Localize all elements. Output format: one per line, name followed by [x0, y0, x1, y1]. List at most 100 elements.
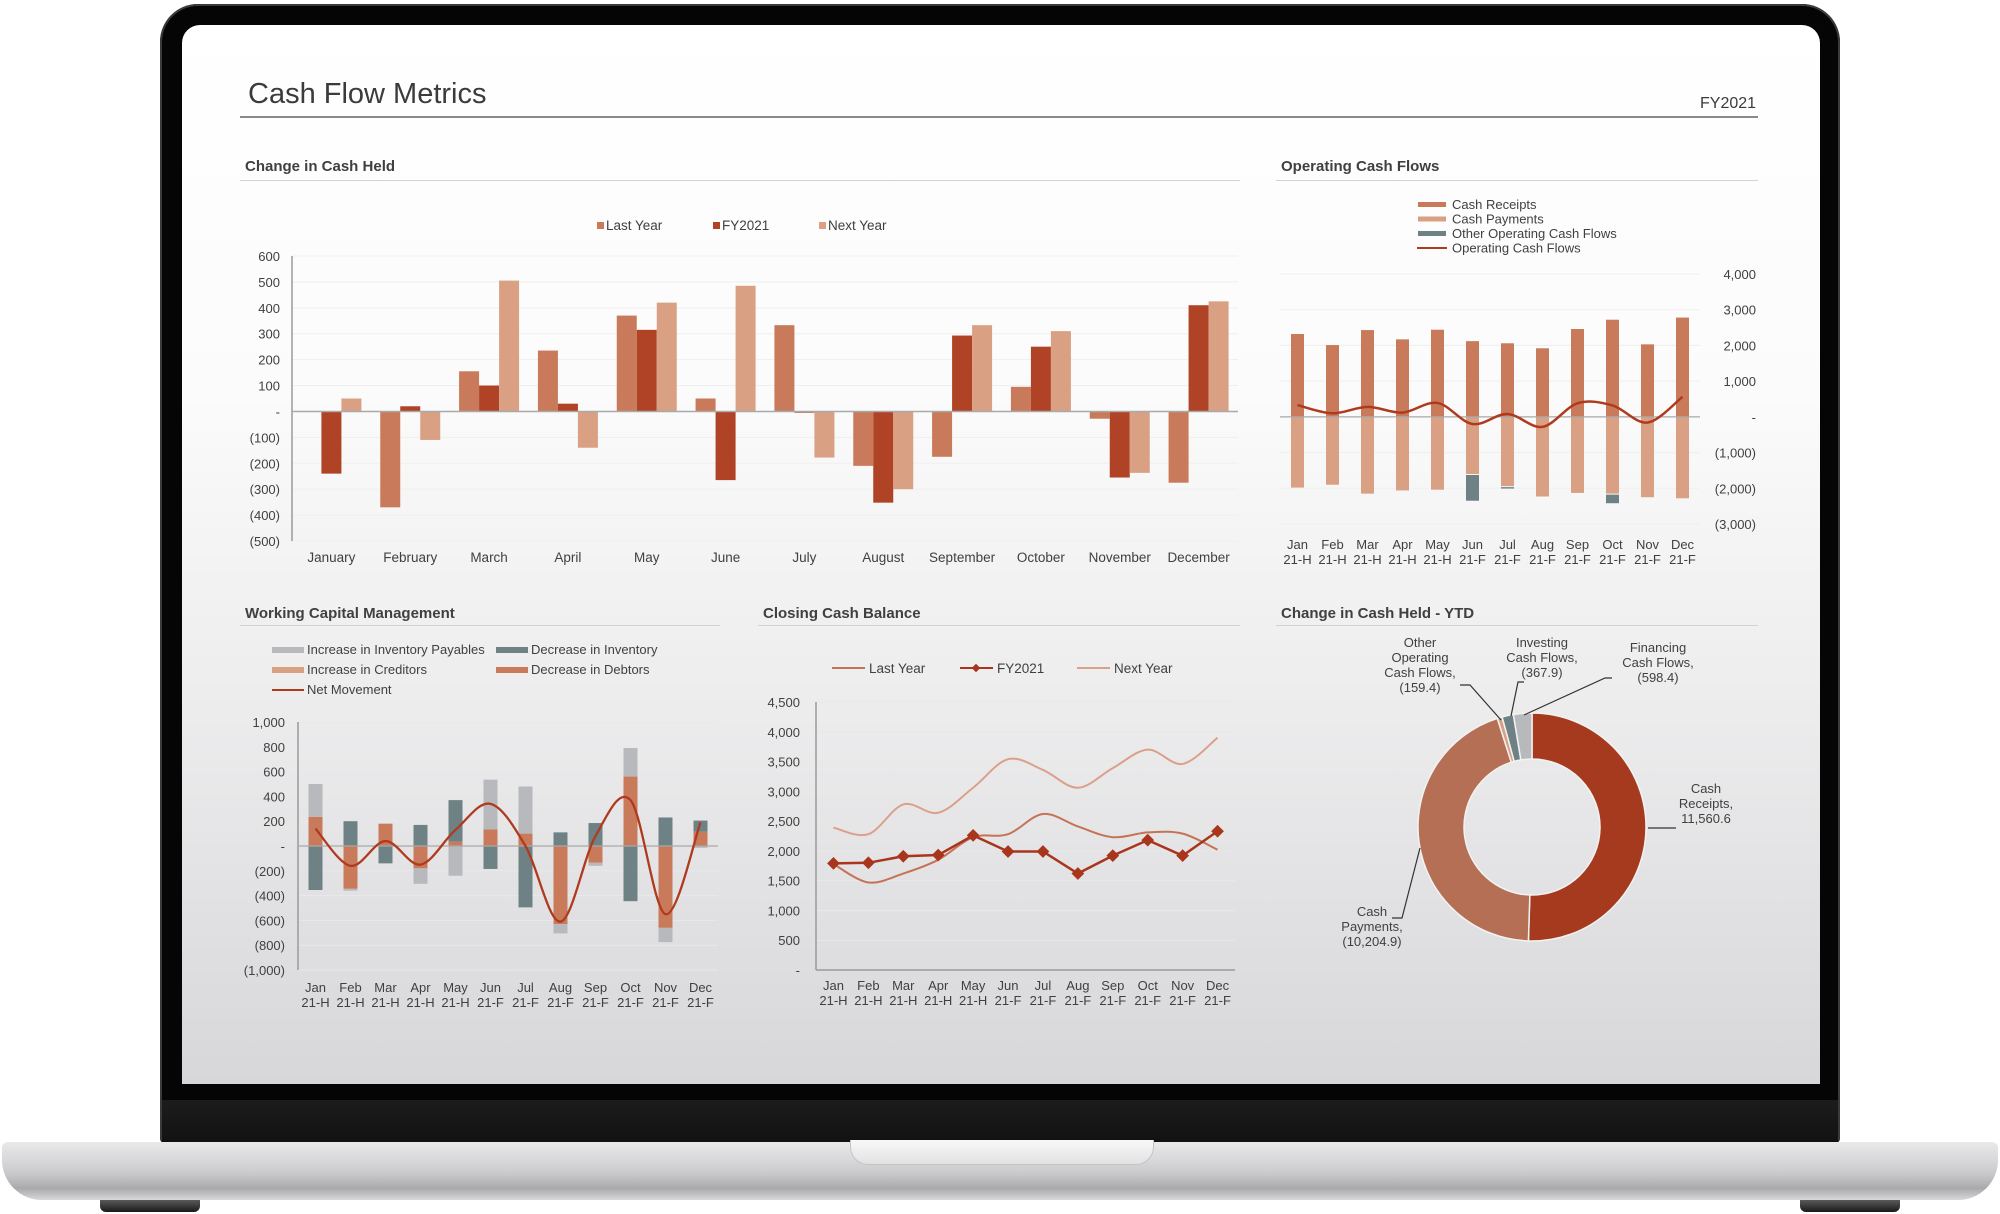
x-axis-label: May	[634, 550, 660, 565]
bar	[873, 411, 894, 503]
bar-cash-receipts	[1641, 344, 1654, 417]
y-axis-label: 3,500	[767, 755, 800, 770]
x-axis-label: Sep	[1101, 978, 1124, 993]
x-axis-label: Feb	[339, 980, 361, 995]
y-axis-label: 4,000	[1723, 267, 1756, 282]
bar	[1188, 305, 1209, 412]
legend-swatch	[713, 222, 720, 229]
bar-cash-receipts	[1606, 319, 1619, 417]
bar-cash-payments	[1571, 416, 1584, 493]
y-axis-label: 800	[263, 740, 285, 755]
bar	[380, 411, 401, 508]
legend-swatch	[272, 647, 304, 653]
y-axis-label: -	[1752, 410, 1756, 425]
x-axis-label: August	[862, 550, 904, 565]
x-axis-label: 21-H	[889, 993, 917, 1008]
data-label: (10,204.9)	[1342, 934, 1401, 949]
bar-decrease-in-debtors	[448, 841, 463, 846]
x-axis-label: 21-H	[441, 995, 469, 1010]
x-axis-label: Nov	[654, 980, 678, 995]
x-axis-label: 21-H	[924, 993, 952, 1008]
y-axis-label: (400)	[255, 889, 285, 904]
x-axis-label: November	[1089, 550, 1152, 565]
data-label: Payments,	[1341, 919, 1402, 934]
laptop-chin	[162, 1100, 1838, 1142]
x-axis-label: 21-F	[477, 995, 504, 1010]
x-axis-label: Jan	[1287, 537, 1308, 552]
x-axis-label: 21-H	[854, 993, 882, 1008]
y-axis-label: 3,000	[1723, 303, 1756, 318]
bar	[814, 411, 835, 458]
leader-line	[1460, 684, 1502, 721]
legend-label: Next Year	[1114, 661, 1173, 676]
leader-line	[1523, 677, 1612, 716]
x-axis-label: 21-H	[336, 995, 364, 1010]
bar-cash-receipts	[1536, 348, 1549, 417]
x-axis-label: Aug	[1531, 537, 1554, 552]
y-axis-label: 600	[258, 249, 280, 264]
data-label: Cash Flows,	[1622, 655, 1694, 670]
y-axis-label: 2,500	[767, 814, 800, 829]
x-axis-label: Apr	[1392, 537, 1413, 552]
legend-swatch	[496, 647, 528, 653]
x-axis-label: Apr	[410, 980, 431, 995]
bar-other-operating	[1606, 494, 1619, 504]
y-axis-label: 200	[263, 814, 285, 829]
y-axis-label: 1,000	[767, 903, 800, 918]
x-axis-label: Mar	[374, 980, 397, 995]
x-axis-label: Dec	[689, 980, 713, 995]
legend-swatch	[1418, 231, 1446, 236]
y-axis-label: 200	[258, 353, 280, 368]
bar	[499, 280, 520, 412]
bar-decrease-in-debtors	[588, 846, 603, 863]
x-axis-label: 21-H	[1283, 552, 1311, 567]
x-axis-label: Sep	[584, 980, 607, 995]
y-axis-label: (200)	[255, 864, 285, 879]
x-axis-label: June	[711, 550, 740, 565]
y-axis-label: 1,000	[1723, 374, 1756, 389]
bar-other-operating	[1501, 487, 1514, 489]
y-axis-label: 2,000	[1723, 338, 1756, 353]
x-axis-label: Jul	[1499, 537, 1516, 552]
data-label: (159.4)	[1399, 680, 1440, 695]
x-axis-label: Oct	[620, 980, 641, 995]
data-label: Cash	[1691, 781, 1721, 796]
bar-increase-in-inventory-payables	[658, 927, 673, 943]
bar-cash-payments	[1536, 416, 1549, 497]
legend-swatch	[1418, 202, 1446, 207]
x-axis-label: 21-H	[1423, 552, 1451, 567]
legend-label: Cash Payments	[1452, 212, 1544, 227]
period-label: FY2021	[1700, 95, 1757, 112]
bar-increase-in-inventory-payables	[448, 846, 463, 876]
bar	[1050, 331, 1071, 412]
x-axis-label: Nov	[1636, 537, 1660, 552]
x-axis-label: 21-F	[652, 995, 679, 1010]
x-axis-label: 21-F	[582, 995, 609, 1010]
y-axis-label: -	[796, 963, 800, 978]
panel-divider	[758, 625, 1240, 626]
data-label: 11,560.6	[1681, 811, 1731, 826]
bar-increase-in-inventory-payables	[553, 924, 568, 934]
bar-cash-payments	[1396, 416, 1409, 491]
bar-decrease-in-inventory	[413, 824, 428, 846]
bar-cash-receipts	[1291, 334, 1304, 417]
bar	[656, 302, 677, 412]
next-year-line	[833, 736, 1219, 837]
legend-label: Last Year	[606, 218, 663, 233]
x-axis-label: May	[1425, 537, 1450, 552]
x-axis-label: Mar	[892, 978, 915, 993]
bar	[321, 411, 342, 474]
x-axis-label: 21-H	[1388, 552, 1416, 567]
x-axis-label: 21-F	[1529, 552, 1556, 567]
legend-label: Operating Cash Flows	[1452, 241, 1581, 256]
bar	[1208, 301, 1229, 412]
x-axis-label: March	[470, 550, 508, 565]
bar	[972, 325, 993, 412]
bar	[695, 398, 716, 412]
bar-cash-payments	[1501, 416, 1514, 487]
y-axis-label: 300	[258, 327, 280, 342]
fy2021-line	[833, 830, 1219, 875]
bar	[577, 411, 598, 448]
